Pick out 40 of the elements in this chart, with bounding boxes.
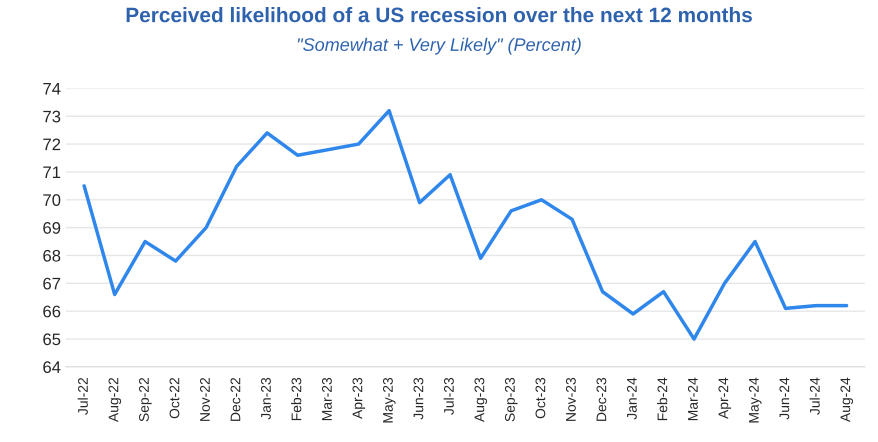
x-tick-label: Feb-24 [657, 378, 668, 420]
x-tick-label: Apr-23 [352, 378, 366, 419]
x-tick-label: May-23 [382, 378, 396, 422]
x-tick-label: Oct-23 [535, 378, 546, 418]
x-tick-label: Feb-23 [291, 378, 302, 420]
x-tick-label: Sep-23 [504, 378, 518, 422]
y-tick-label: 69 [43, 222, 60, 234]
x-tick-label: Aug-24 [840, 378, 854, 422]
x-tick-label: Dec-23 [596, 378, 606, 421]
x-tick-label: Jul-22 [78, 378, 88, 415]
y-tick-label: 71 [43, 166, 60, 178]
y-tick-label: 70 [43, 194, 60, 206]
x-tick-label: May-24 [748, 378, 762, 422]
x-tick-label: Mar-23 [322, 378, 332, 420]
chart-subtitle: "Somewhat + Very Likely" (Percent) [298, 38, 581, 55]
line-series [82, 108, 848, 341]
x-tick-label: Jan-23 [261, 378, 271, 420]
x-tick-label: Mar-24 [688, 378, 698, 420]
x-tick-label: Aug-22 [108, 378, 122, 422]
x-tick-label: Jul-23 [444, 378, 454, 415]
x-tick-label: Jul-24 [810, 378, 820, 415]
x-tick-label: Nov-23 [566, 378, 576, 421]
x-tick-label: Jun-23 [413, 378, 424, 420]
x-tick-label: Dec-22 [230, 378, 240, 421]
y-tick-label: 65 [43, 333, 60, 346]
x-tick-label: Jun-24 [779, 378, 790, 420]
y-tick-label: 73 [43, 110, 60, 122]
y-tick-label: 74 [43, 82, 61, 94]
y-tick-label: 64 [43, 361, 61, 374]
y-tick-label: 68 [43, 250, 60, 262]
y-tick-label: 67 [43, 278, 60, 290]
x-tick-label: Sep-22 [139, 378, 152, 422]
y-tick-label: 66 [43, 306, 60, 318]
x-tick-label: Apr-24 [718, 378, 732, 419]
x-tick-label: Jan-24 [626, 378, 637, 420]
x-tick-label: Aug-23 [474, 378, 488, 422]
chart-title: Perceived likelihood of a US recession over the next 12 months [126, 7, 752, 22]
x-tick-label: Nov-22 [200, 378, 210, 421]
x-tick-label: Oct-22 [170, 378, 180, 418]
y-tick-label: 72 [43, 138, 60, 150]
